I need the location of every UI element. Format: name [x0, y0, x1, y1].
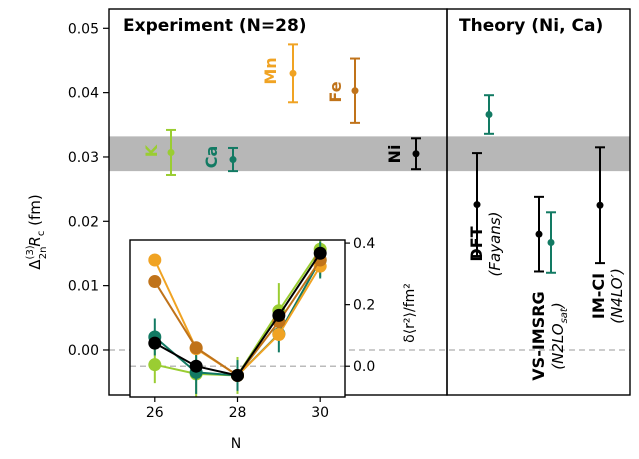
label-fe: Fe [326, 81, 345, 102]
theory-1-ni-point [535, 230, 543, 238]
inset-x-tick-label: 26 [146, 405, 164, 421]
y-tick-label: 0.04 [68, 86, 99, 102]
inset-point-black [272, 308, 286, 322]
label-vs-imsrg: VS-IMSRG [529, 291, 548, 380]
experiment-fe-point [351, 87, 359, 95]
inset-point-black [313, 246, 327, 260]
label-dft: DFT [467, 226, 486, 261]
theory-1-ca-point [547, 239, 555, 247]
inset-x-tick-label: 30 [311, 405, 329, 421]
inset-y-axis-label: δ⟨r²⟩/fm² [402, 283, 418, 343]
inset-series-group [130, 240, 345, 397]
inset-point-lime [148, 358, 162, 372]
label-ni: Ni [385, 145, 404, 164]
y-tick-label: 0.02 [68, 214, 99, 230]
inset-point-orange [148, 253, 162, 267]
inset-x-axis-label: N [231, 436, 241, 452]
label-mn: Mn [261, 57, 280, 84]
y-tick-label: 0.00 [68, 343, 99, 359]
inset-x-tick-label: 28 [229, 405, 247, 421]
experiment-ni-point [412, 150, 420, 158]
theory-0-ni-point [473, 201, 481, 209]
inset-point-black [148, 336, 162, 350]
theory-0-ca-point [485, 111, 493, 119]
label-im-ci: IM-CI [589, 273, 608, 319]
y-tick-label: 0.03 [68, 150, 99, 166]
theory-panel-title: Theory (Ni, Ca) [459, 16, 603, 36]
experiment-mn-point [289, 69, 297, 77]
experiment-panel-title: Experiment (N=28) [123, 16, 307, 36]
inset-point-black [189, 359, 203, 373]
inset-point-brown [148, 275, 162, 289]
y-axis-label: Δ(3) 2nRc (fm) [25, 194, 49, 269]
label-k: K [142, 144, 161, 157]
label-dft-sub: (Fayans) [486, 212, 504, 277]
inset-plot: 26 28 30 0.0 0.2 0.4 [129, 236, 375, 421]
label-vs-imsrg-sub: (N2LOsat) [549, 302, 570, 369]
y-tick-label: 0.01 [68, 279, 99, 295]
theory-2-ni-point [596, 201, 604, 209]
inset-point-orange [272, 328, 286, 342]
y-tick-label: 0.05 [68, 21, 99, 37]
ni-uncertainty-band [109, 136, 630, 172]
experiment-ca-point [229, 156, 237, 164]
theory-panel-frame [446, 8, 631, 396]
inset-y-tick-label: 0.4 [353, 236, 375, 252]
inset-point-black [231, 368, 244, 382]
experiment-k-point [167, 148, 175, 156]
label-im-ci-sub: (N4LO′) [608, 268, 626, 324]
label-ca: Ca [202, 146, 221, 169]
inset-point-brown [189, 341, 203, 355]
inset-y-tick-label: 0.0 [353, 359, 375, 375]
inset-y-tick-label: 0.2 [353, 298, 375, 314]
